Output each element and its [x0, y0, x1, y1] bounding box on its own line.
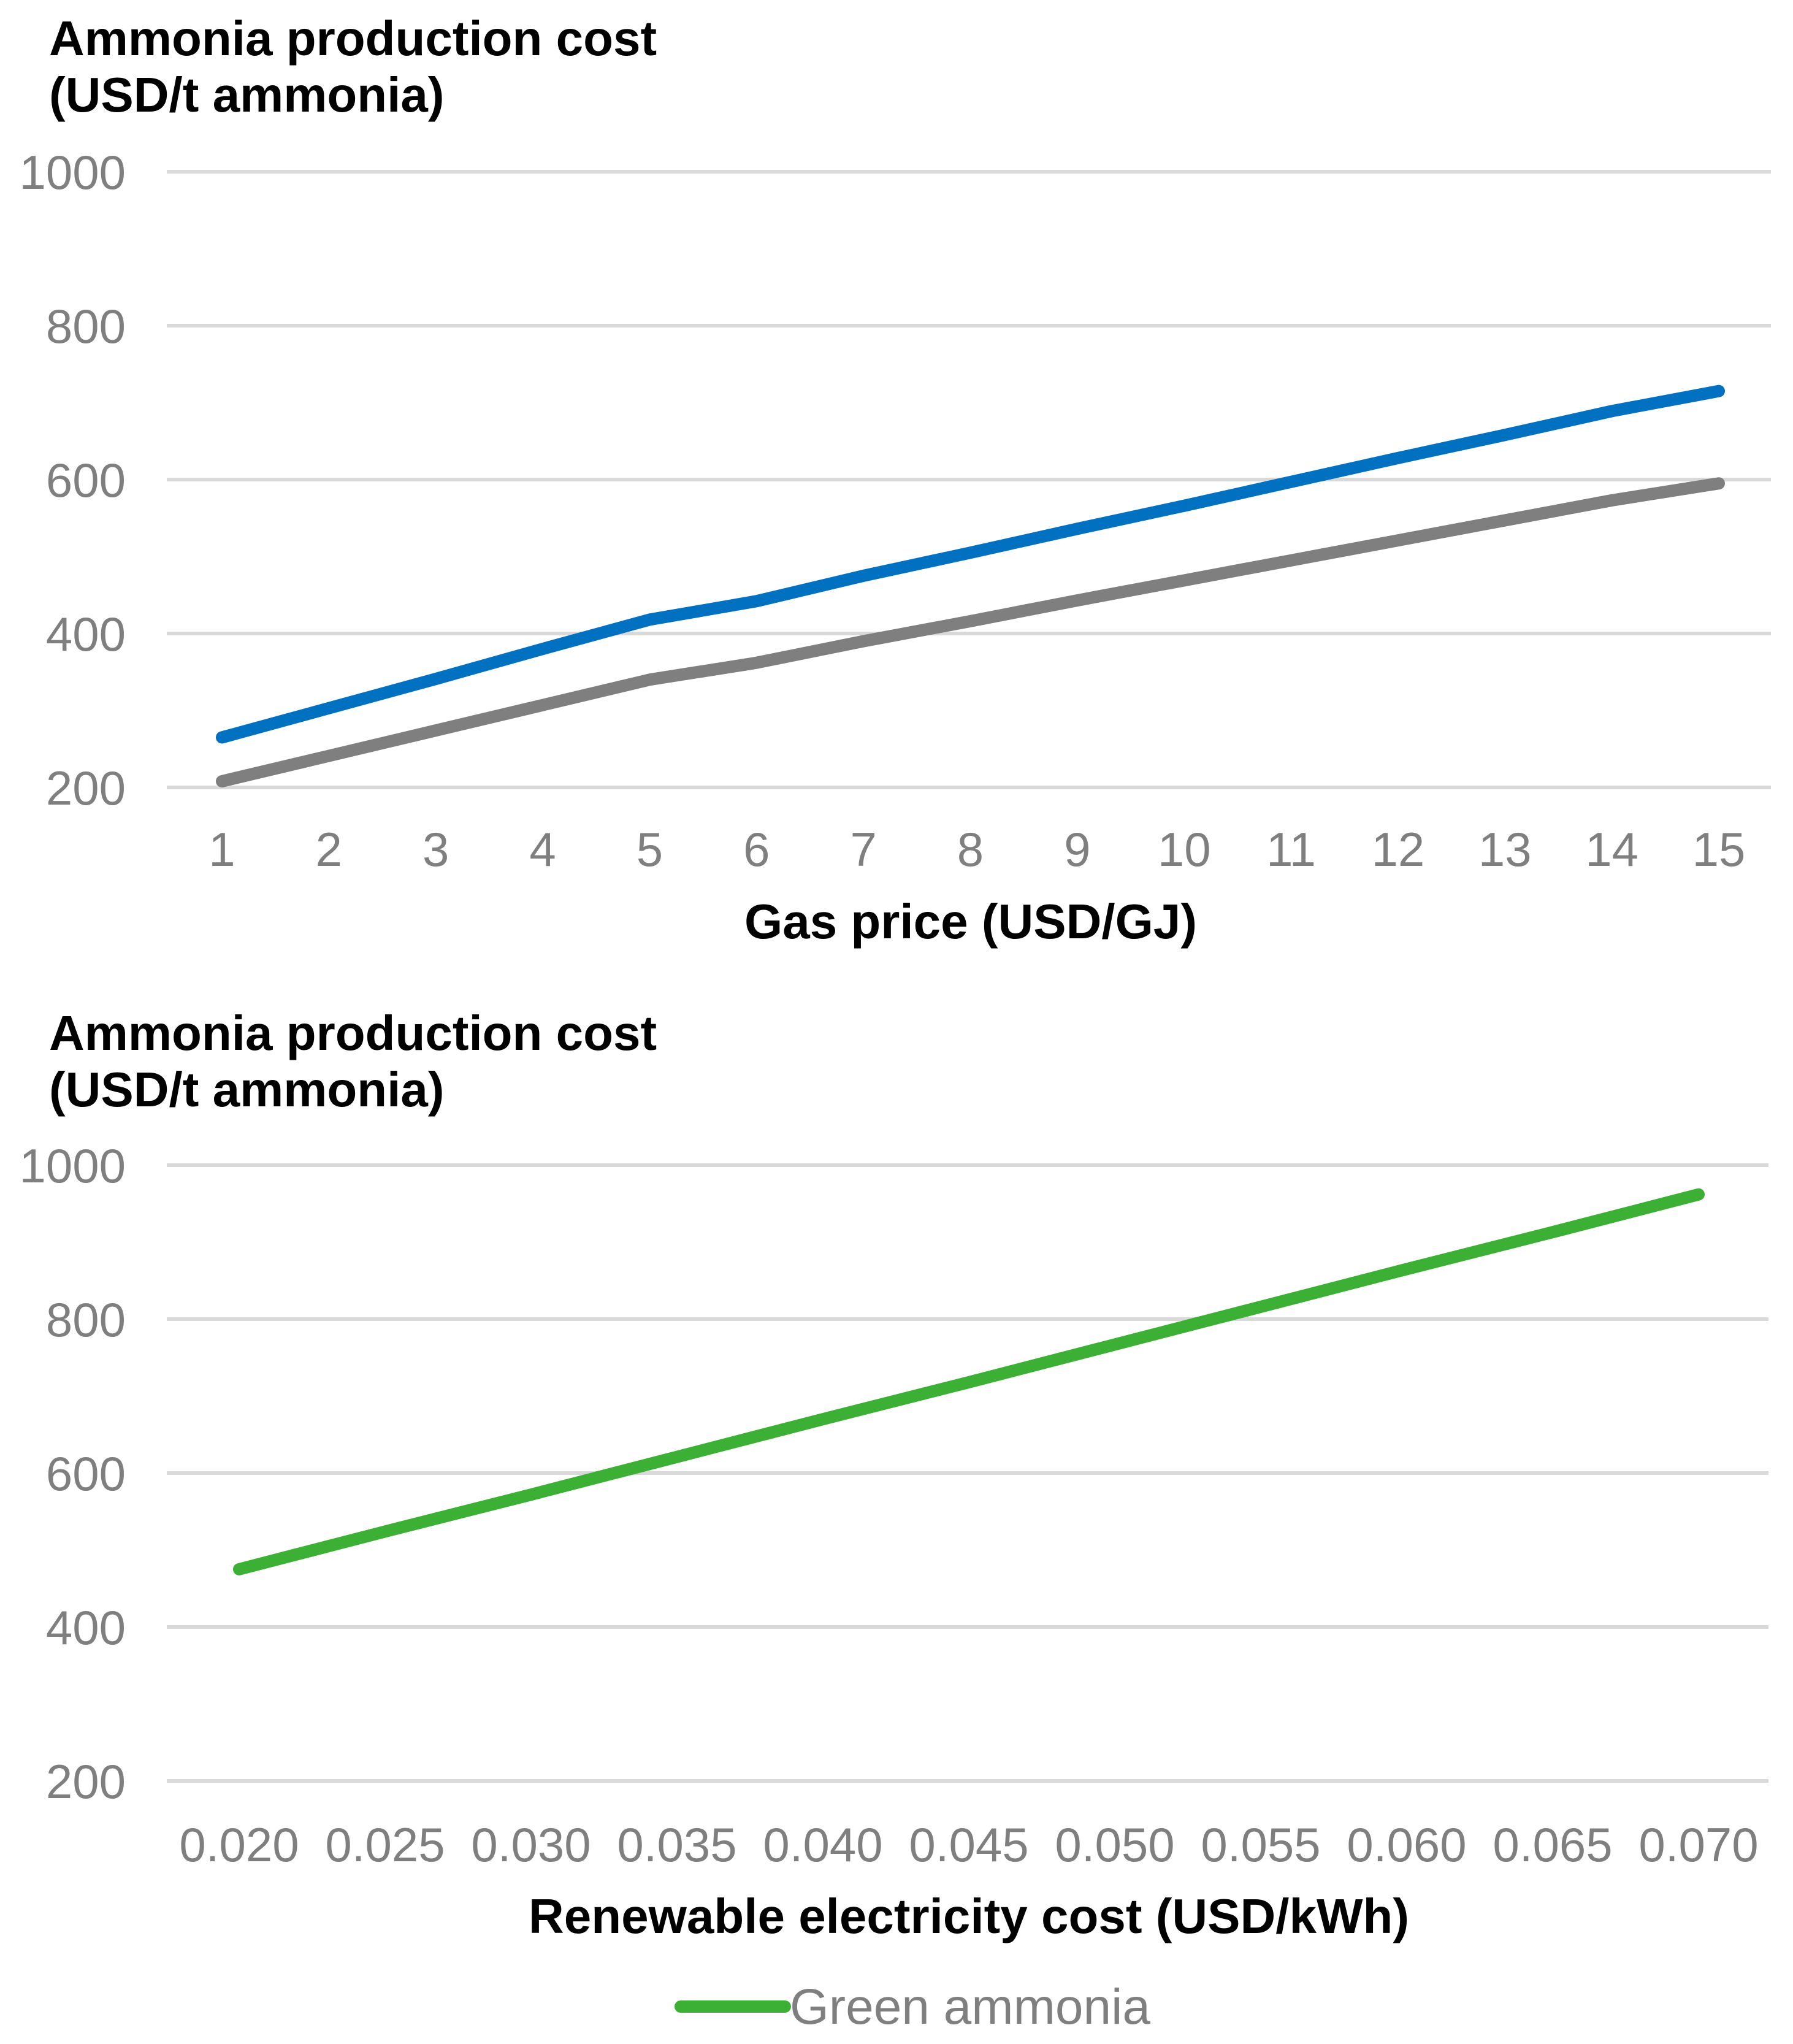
chart1-y-tick-label: 800	[46, 299, 126, 353]
chart1-x-tick-label: 14	[1585, 822, 1638, 876]
chart1-x-tick-label: 12	[1372, 822, 1425, 876]
chart1-y-tick-label: 200	[46, 761, 126, 815]
chart1-x-tick-label: 4	[529, 822, 556, 876]
chart1-gridlines	[167, 170, 1771, 789]
chart1-ylabel-line1: Ammonia production cost	[49, 11, 657, 66]
chart2-ylabel-line1: Ammonia production cost	[49, 1006, 657, 1060]
chart2-x-tick-label: 0.040	[763, 1818, 882, 1872]
chart1-x-tick-label: 5	[637, 822, 663, 876]
chart2-x-tick-label: 0.050	[1055, 1818, 1174, 1872]
chart1-y-tick-labels: 1000 800 600 400 200	[19, 145, 126, 815]
chart1-x-tick-label: 15	[1692, 822, 1746, 876]
legend: Green ammonia	[675, 1979, 1150, 2035]
chart2-y-tick-label: 400	[46, 1601, 126, 1655]
chart2-x-tick-label: 0.045	[909, 1818, 1028, 1872]
chart2-ylabel-line2: (USD/t ammonia)	[49, 1062, 445, 1117]
chart1-x-tick-label: 8	[957, 822, 984, 876]
chart1-y-tick-label: 400	[46, 607, 126, 661]
chart1-x-tick-label: 9	[1064, 822, 1090, 876]
chart2-x-tick-label: 0.035	[617, 1818, 736, 1872]
chart1-y-tick-label: 600	[46, 453, 126, 507]
chart2-x-tick-label: 0.025	[325, 1818, 445, 1872]
chart1-x-tick-label: 13	[1478, 822, 1532, 876]
chart2-y-tick-labels: 1000 800 600 400 200	[19, 1139, 126, 1809]
chart1-series	[216, 385, 1725, 787]
chart2-x-tick-label: 0.060	[1347, 1818, 1466, 1872]
chart2-x-tick-labels: 0.020 0.025 0.030 0.035 0.040 0.045 0.050 0.055…	[179, 1818, 1758, 1872]
chart1-x-tick-label: 10	[1158, 822, 1211, 876]
chart1-xlabel: Gas price (USD/GJ)	[744, 894, 1197, 949]
chart2-series	[233, 1188, 1705, 1575]
gas-price-chart: Ammonia production cost (USD/t ammonia) …	[19, 11, 1771, 949]
chart1-x-tick-label: 1	[208, 822, 235, 876]
chart1-ylabel-line2: (USD/t ammonia)	[49, 67, 445, 122]
chart2-y-tick-label: 800	[46, 1293, 126, 1347]
chart2-xlabel: Renewable electricity cost (USD/kWh)	[529, 1889, 1409, 1943]
chart2-x-tick-label: 0.065	[1493, 1818, 1612, 1872]
electricity-cost-chart: Ammonia production cost (USD/t ammonia) …	[19, 1006, 1768, 1943]
chart1-x-tick-label: 2	[316, 822, 342, 876]
legend-label-green-ammonia: Green ammonia	[790, 1979, 1150, 2035]
chart2-y-tick-label: 200	[46, 1755, 126, 1809]
chart1-line-grey-series	[216, 477, 1725, 787]
chart2-y-tick-label: 600	[46, 1447, 126, 1501]
chart2-y-tick-label: 1000	[19, 1139, 126, 1193]
chart2-gridlines	[167, 1163, 1768, 1783]
chart1-y-tick-label: 1000	[19, 145, 126, 199]
chart1-x-tick-label: 3	[422, 822, 449, 876]
chart2-x-tick-label: 0.070	[1638, 1818, 1758, 1872]
chart1-x-tick-label: 7	[850, 822, 876, 876]
chart2-line-green-ammonia	[233, 1188, 1705, 1575]
chart1-line-blue-series	[216, 385, 1725, 744]
chart2-x-tick-label: 0.020	[179, 1818, 299, 1872]
chart2-x-tick-label: 0.030	[471, 1818, 591, 1872]
chart1-x-tick-label: 11	[1266, 822, 1316, 876]
chart1-x-tick-labels: 1 2 3 4 5 6 7 8 9 10 11 12 13 14 15	[208, 822, 1745, 876]
chart1-x-tick-label: 6	[743, 822, 770, 876]
chart2-x-tick-label: 0.055	[1201, 1818, 1320, 1872]
